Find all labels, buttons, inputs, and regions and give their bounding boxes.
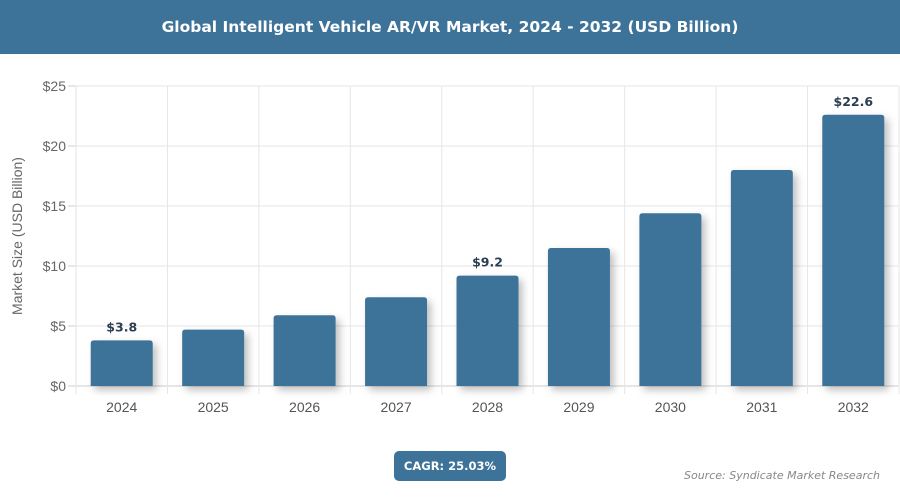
x-tick-label: 2025 bbox=[198, 399, 229, 415]
bar-2029 bbox=[547, 248, 610, 386]
cagr-badge: CAGR: 25.03% bbox=[394, 451, 506, 481]
source-note: Source: Syndicate Market Research bbox=[684, 469, 880, 482]
data-label-2028: $9.2 bbox=[472, 255, 503, 270]
bar-2028 bbox=[456, 275, 519, 386]
bar-2026 bbox=[273, 315, 336, 386]
x-tick-label: 2029 bbox=[563, 399, 594, 415]
bar-2030 bbox=[639, 213, 702, 386]
chart-title: Global Intelligent Vehicle AR/VR Market,… bbox=[0, 0, 900, 54]
y-tick-label: $15 bbox=[43, 198, 67, 214]
x-tick-label: 2026 bbox=[289, 399, 320, 415]
x-tick-label: 2028 bbox=[472, 399, 503, 415]
y-tick-label: $0 bbox=[50, 378, 66, 394]
x-tick-label: 2024 bbox=[106, 399, 137, 415]
x-tick-label: 2027 bbox=[380, 399, 411, 415]
bar-chart: $0 $5 $10 $15 $20 $25 Market Size (USD Billion… bbox=[9, 78, 900, 415]
bar-2032 bbox=[822, 114, 885, 387]
data-label-2032: $22.6 bbox=[834, 94, 874, 109]
y-tick-label: $5 bbox=[50, 318, 66, 334]
bar-2027 bbox=[365, 297, 428, 386]
x-tick-label: 2032 bbox=[838, 399, 869, 415]
x-tick-label: 2031 bbox=[746, 399, 777, 415]
bar-2025 bbox=[182, 329, 245, 386]
y-tick-label: $10 bbox=[43, 258, 67, 274]
bar-2024 bbox=[90, 340, 153, 386]
bar-2031 bbox=[730, 170, 793, 386]
y-axis-label: Market Size (USD Billion) bbox=[9, 157, 25, 315]
x-tick-label: 2030 bbox=[655, 399, 686, 415]
data-label-2024: $3.8 bbox=[106, 319, 137, 334]
y-tick-label: $20 bbox=[43, 138, 67, 154]
y-tick-label: $25 bbox=[43, 78, 67, 94]
